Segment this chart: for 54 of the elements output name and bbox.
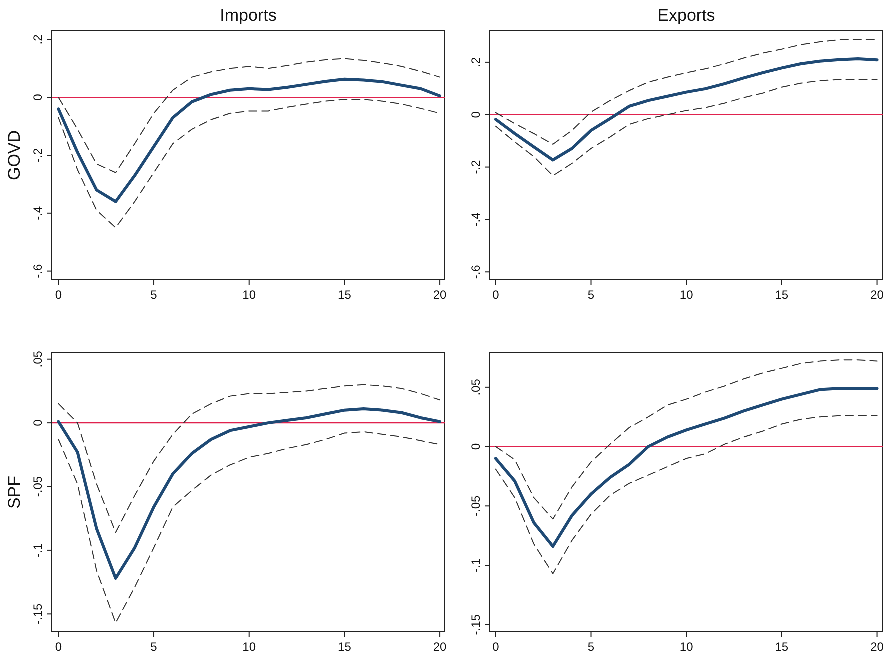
y-tick-label: -.15 xyxy=(31,604,45,625)
x-tick-label: 20 xyxy=(433,288,448,302)
line-series xyxy=(495,360,878,520)
y-axis-title: GOVD xyxy=(5,130,24,181)
y-tick-label: -.1 xyxy=(469,558,483,573)
x-tick-label: 15 xyxy=(775,640,789,654)
line-series xyxy=(58,384,441,534)
y-tick-label: -.4 xyxy=(31,206,45,220)
x-tick-label: 0 xyxy=(492,640,500,654)
x-tick-label: 20 xyxy=(433,640,448,654)
y-tick-label: -.2 xyxy=(31,148,45,163)
x-tick-label: 5 xyxy=(588,288,595,302)
y-tick-label: .05 xyxy=(469,378,483,396)
y-tick-label: 0 xyxy=(31,419,45,426)
x-tick-label: 10 xyxy=(242,640,256,654)
chart-title: Imports xyxy=(220,6,277,25)
line-series xyxy=(495,79,878,176)
chart-title: Exports xyxy=(658,6,716,25)
x-tick-label: 10 xyxy=(242,288,256,302)
x-tick-label: 15 xyxy=(338,288,352,302)
line-series xyxy=(494,387,879,548)
x-tick-label: 20 xyxy=(870,288,884,302)
line-series xyxy=(494,58,879,162)
x-tick-label: 5 xyxy=(588,640,595,654)
x-tick-label: 0 xyxy=(492,288,500,302)
line-series xyxy=(495,39,878,145)
x-tick-label: 5 xyxy=(150,640,158,654)
x-tick-label: 10 xyxy=(680,288,694,302)
y-tick-label: .05 xyxy=(31,350,45,368)
y-tick-label: .2 xyxy=(469,57,483,68)
y-axis-title: SPF xyxy=(5,476,24,510)
y-tick-label: -.6 xyxy=(469,264,483,280)
x-tick-label: 15 xyxy=(775,288,789,302)
y-tick-label: .2 xyxy=(31,34,45,45)
y-tick-label: -.6 xyxy=(31,264,45,278)
y-tick-label: -.1 xyxy=(31,543,45,558)
y-tick-label: -.05 xyxy=(469,495,483,516)
x-tick-label: 0 xyxy=(55,288,62,302)
y-tick-label: 0 xyxy=(469,443,483,450)
x-tick-label: 10 xyxy=(680,640,694,654)
x-tick-label: 5 xyxy=(150,288,158,302)
y-tick-label: -.15 xyxy=(469,614,483,636)
line-series xyxy=(58,58,441,174)
y-tick-label: 0 xyxy=(31,94,45,101)
line-series xyxy=(495,415,878,574)
y-tick-label: -.2 xyxy=(469,160,483,174)
y-tick-label: -.05 xyxy=(31,476,45,498)
line-series xyxy=(57,408,442,580)
x-tick-label: 0 xyxy=(55,640,62,654)
x-tick-label: 15 xyxy=(338,640,352,654)
line-series xyxy=(57,78,442,204)
x-tick-label: 20 xyxy=(870,640,884,654)
y-tick-label: 0 xyxy=(469,111,483,118)
y-tick-label: -.4 xyxy=(469,212,483,227)
